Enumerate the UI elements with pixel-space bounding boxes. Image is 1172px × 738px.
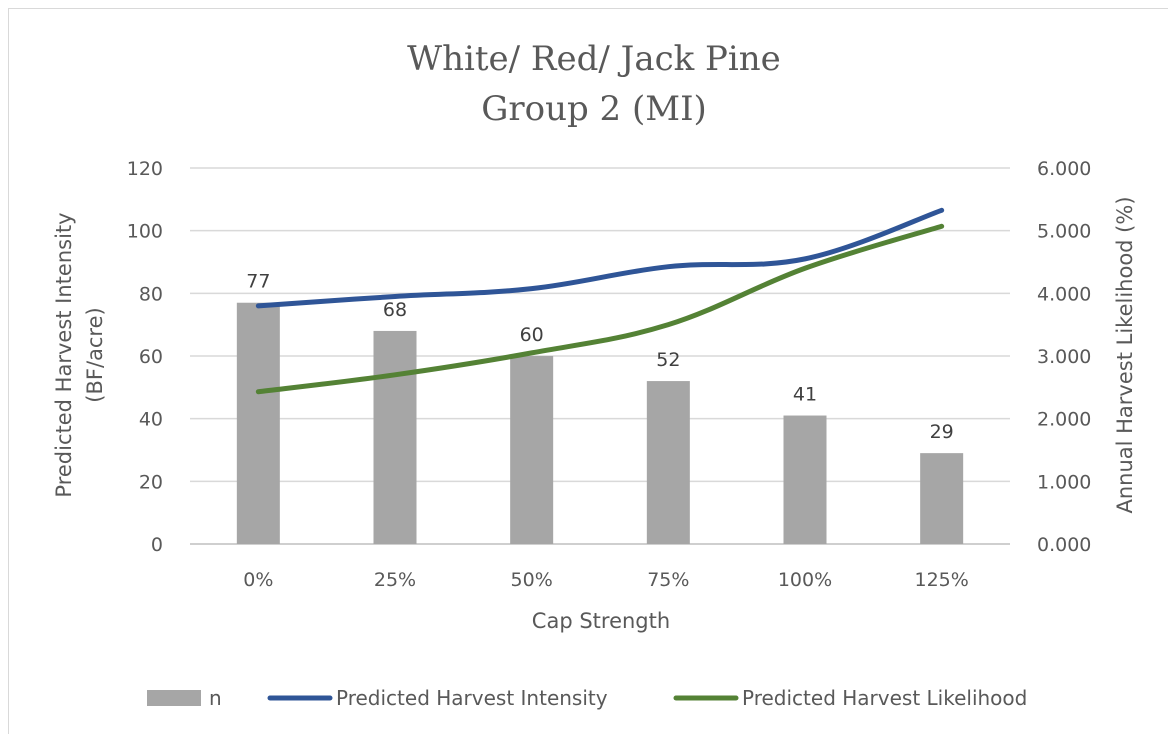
- chart-frame: [8, 8, 1168, 734]
- chart-title-line-1: White/ Red/ Jack Pine: [407, 39, 781, 79]
- bar: [510, 356, 554, 544]
- y-right-tick-label: 5.000: [1037, 221, 1091, 243]
- series-line-predicted-harvest-likelihood: [255, 223, 945, 395]
- y-right-tick-label: 2.000: [1037, 409, 1091, 431]
- y-left-tick-label: 0: [151, 534, 163, 556]
- y-left-tick-label: 120: [127, 158, 163, 180]
- x-tick-label: 100%: [778, 569, 832, 591]
- x-tick-label: 25%: [374, 569, 416, 591]
- x-tick-label: 0%: [243, 569, 273, 591]
- bar: [783, 415, 827, 544]
- y-axis-left-label-line-1: Predicted Harvest Intensity: [52, 212, 76, 497]
- bar: [920, 453, 964, 544]
- y-axis-left-label-line-2: (BF/acre): [83, 307, 107, 402]
- bar-data-label: 52: [656, 349, 680, 371]
- bar-data-label: 41: [793, 384, 817, 406]
- x-tick-label: 50%: [511, 569, 553, 591]
- y-right-tick-label: 4.000: [1037, 283, 1091, 305]
- y-left-tick-label: 60: [139, 346, 163, 368]
- y-left-tick-label: 80: [139, 283, 163, 305]
- x-axis-label: Cap Strength: [532, 609, 670, 633]
- bar: [373, 330, 417, 544]
- bar: [646, 381, 690, 544]
- bar-data-label: 68: [383, 299, 407, 321]
- y-axis-right-label: Annual Harvest Likelihood (%): [1113, 196, 1137, 513]
- y-left-tick-label: 20: [139, 471, 163, 493]
- legend-label-likelihood: Predicted Harvest Likelihood: [742, 686, 1027, 710]
- x-tick-label: 125%: [915, 569, 969, 591]
- y-right-tick-label: 6.000: [1037, 158, 1091, 180]
- y-right-tick-label: 0.000: [1037, 534, 1091, 556]
- legend-label-n: n: [209, 686, 222, 710]
- bar-data-label: 29: [930, 421, 954, 443]
- y-left-tick-label: 40: [139, 409, 163, 431]
- legend-label-intensity: Predicted Harvest Intensity: [336, 686, 608, 710]
- legend-swatch-n: [147, 690, 201, 706]
- x-tick-label: 75%: [647, 569, 689, 591]
- legend: n Predicted Harvest Intensity Predicted Ha…: [147, 686, 1027, 710]
- y-right-tick-label: 1.000: [1037, 471, 1091, 493]
- y-left-tick-label: 100: [127, 221, 163, 243]
- chart-title-line-2: Group 2 (MI): [481, 89, 707, 129]
- bar-data-label: 60: [520, 324, 544, 346]
- y-right-tick-label: 3.000: [1037, 346, 1091, 368]
- bar: [236, 302, 280, 544]
- bar-data-label: 77: [246, 271, 270, 293]
- series-line-predicted-harvest-intensity: [255, 207, 945, 309]
